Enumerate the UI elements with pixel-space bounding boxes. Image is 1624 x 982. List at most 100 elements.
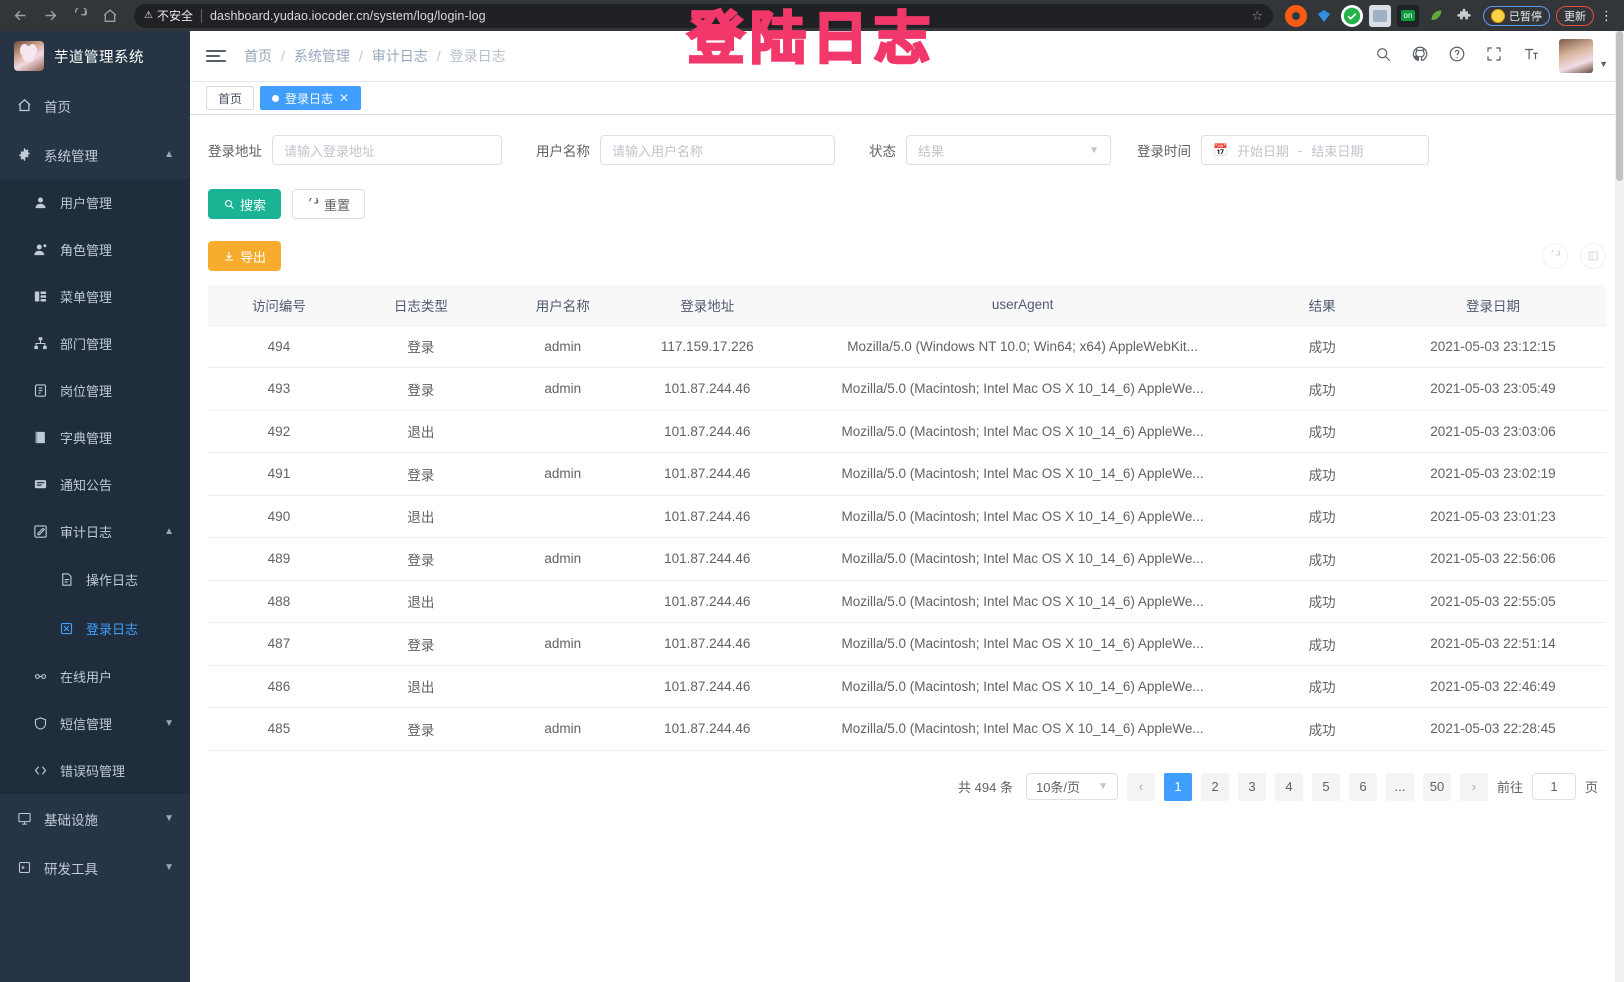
search-button[interactable]: 搜索 xyxy=(208,189,282,219)
sidebar-item-menus[interactable]: 菜单管理 xyxy=(0,273,190,320)
column-settings-icon[interactable] xyxy=(1580,243,1606,269)
puzzle-ext-icon[interactable] xyxy=(1453,5,1475,27)
sidebar-logo[interactable]: 芋道管理系统 xyxy=(0,31,190,81)
column-header-login-address[interactable]: 登录地址 xyxy=(633,285,781,326)
refresh-icon[interactable] xyxy=(1542,243,1568,269)
star-icon[interactable]: ☆ xyxy=(1251,7,1263,23)
pagination-page-50[interactable]: 50 xyxy=(1422,772,1451,801)
pagination-page-3[interactable]: 3 xyxy=(1237,772,1266,801)
reload-icon[interactable] xyxy=(66,2,94,30)
export-button[interactable]: 导出 xyxy=(208,241,282,271)
sidebar-item-error-code[interactable]: 错误码管理 xyxy=(0,747,190,794)
login-time-daterange[interactable]: 📅 开始日期 - 结束日期 xyxy=(1201,135,1429,165)
sidebar-item-home[interactable]: 首页 xyxy=(0,81,190,130)
pagination-page-6[interactable]: 6 xyxy=(1348,772,1377,801)
cell-user-agent: Mozilla/5.0 (Macintosh; Intel Mac OS X 1… xyxy=(780,452,1265,496)
cell-login-date: 2021-05-03 22:55:05 xyxy=(1379,580,1606,623)
cell-username: admin xyxy=(491,325,634,368)
table-row[interactable]: 487 登录 admin 101.87.244.46 Mozilla/5.0 (… xyxy=(208,622,1606,666)
login-address-input[interactable]: 请输入登录地址 xyxy=(272,135,502,165)
reset-button-label: 重置 xyxy=(324,197,351,213)
sidebar-item-online-users[interactable]: 在线用户 xyxy=(0,653,190,700)
font-size-icon[interactable] xyxy=(1522,45,1540,68)
sidebar-item-users[interactable]: 用户管理 xyxy=(0,179,190,226)
address-bar[interactable]: ⚠ 不安全 dashboard.yudao.iocoder.cn/system/… xyxy=(134,3,1273,28)
back-arrow-icon[interactable] xyxy=(6,2,34,30)
profile-paused-pill[interactable]: 已暂停 xyxy=(1483,5,1550,26)
pagination-jump-input[interactable]: 1 xyxy=(1531,773,1576,800)
blue-diamond-ext-icon[interactable] xyxy=(1313,5,1335,27)
chevron-down-icon[interactable]: ▼ xyxy=(1599,59,1608,69)
sidebar-item-roles[interactable]: 角色管理 xyxy=(0,226,190,273)
blue-badge-ext-icon[interactable] xyxy=(1369,4,1391,27)
table-row[interactable]: 485 登录 admin 101.87.244.46 Mozilla/5.0 (… xyxy=(208,707,1606,751)
pagination-page-5[interactable]: 5 xyxy=(1311,772,1340,801)
scrollbar-thumb[interactable] xyxy=(1616,31,1623,181)
hamburger-icon[interactable] xyxy=(206,50,226,62)
table-row[interactable]: 486 退出 101.87.244.46 Mozilla/5.0 (Macint… xyxy=(208,665,1606,708)
breadcrumb-item-system[interactable]: 系统管理 xyxy=(293,48,350,64)
breadcrumb-item-audit[interactable]: 审计日志 xyxy=(371,48,428,64)
forward-arrow-icon[interactable] xyxy=(36,2,64,30)
fullscreen-icon[interactable] xyxy=(1485,45,1503,68)
chevron-down-icon: ▼ xyxy=(164,718,174,729)
refresh-icon xyxy=(309,198,319,204)
pagination-prev-button[interactable]: ‹ xyxy=(1126,772,1155,801)
sidebar-submenu-system: 用户管理 角色管理 菜单管理 xyxy=(0,179,190,794)
table-row[interactable]: 494 登录 admin 117.159.17.226 Mozilla/5.0 … xyxy=(208,325,1606,368)
avatar[interactable] xyxy=(1559,39,1594,73)
column-header-user-agent[interactable]: userAgent xyxy=(780,285,1265,326)
sidebar-item-positions[interactable]: 岗位管理 xyxy=(0,367,190,414)
tab-home[interactable]: 首页 xyxy=(206,86,255,110)
home-icon[interactable] xyxy=(96,2,124,30)
github-icon[interactable] xyxy=(1411,45,1429,68)
table-row[interactable]: 488 退出 101.87.244.46 Mozilla/5.0 (Macint… xyxy=(208,580,1606,623)
reset-button[interactable]: 重置 xyxy=(292,189,366,219)
sidebar-item-dictionary[interactable]: 字典管理 xyxy=(0,414,190,461)
search-icon[interactable] xyxy=(1374,45,1392,68)
column-header-log-type[interactable]: 日志类型 xyxy=(349,285,492,326)
breadcrumb-item-home[interactable]: 首页 xyxy=(244,48,272,64)
table-row[interactable]: 491 登录 admin 101.87.244.46 Mozilla/5.0 (… xyxy=(208,452,1606,496)
login-doc-icon xyxy=(58,620,75,637)
tab-login-log[interactable]: 登录日志 ✕ xyxy=(260,86,362,110)
cell-login-date: 2021-05-03 23:03:06 xyxy=(1379,410,1606,453)
sidebar-item-operation-log[interactable]: 操作日志 xyxy=(0,555,190,604)
cell-log-type: 退出 xyxy=(349,580,492,623)
sidebar-item-departments[interactable]: 部门管理 xyxy=(0,320,190,367)
sidebar-item-infrastructure[interactable]: 基础设施 ▼ xyxy=(0,794,190,843)
column-header-login-date[interactable]: 登录日期 xyxy=(1379,285,1606,326)
status-select[interactable]: 结果 ▼ xyxy=(906,135,1111,165)
pagination-next-button[interactable]: › xyxy=(1459,772,1488,801)
table-row[interactable]: 489 登录 admin 101.87.244.46 Mozilla/5.0 (… xyxy=(208,537,1606,581)
page-size-select[interactable]: 10条/页 ▼ xyxy=(1025,773,1118,800)
close-icon[interactable]: ✕ xyxy=(339,91,350,105)
green-check-ext-icon[interactable] xyxy=(1341,4,1363,27)
table-row[interactable]: 493 登录 admin 101.87.244.46 Mozilla/5.0 (… xyxy=(208,367,1606,411)
cell-username: admin xyxy=(491,367,634,411)
pagination-page-4[interactable]: 4 xyxy=(1274,772,1303,801)
sidebar-item-system[interactable]: 系统管理 ▲ xyxy=(0,130,190,179)
on-switch-ext-icon[interactable]: on xyxy=(1397,4,1419,27)
sidebar-item-notice[interactable]: 通知公告 xyxy=(0,461,190,508)
pagination-page-1[interactable]: 1 xyxy=(1163,772,1192,801)
pagination-page-2[interactable]: 2 xyxy=(1200,772,1229,801)
orange-ring-ext-icon[interactable] xyxy=(1285,4,1307,27)
update-pill[interactable]: 更新 xyxy=(1556,5,1594,26)
pagination-jump-prefix: 前往 xyxy=(1496,780,1523,795)
table-row[interactable]: 492 退出 101.87.244.46 Mozilla/5.0 (Macint… xyxy=(208,410,1606,453)
column-header-result[interactable]: 结果 xyxy=(1264,285,1380,326)
username-input[interactable]: 请输入用户名称 xyxy=(600,135,835,165)
column-header-id[interactable]: 访问编号 xyxy=(208,285,350,326)
table-row[interactable]: 490 退出 101.87.244.46 Mozilla/5.0 (Macint… xyxy=(208,495,1606,538)
column-header-username[interactable]: 用户名称 xyxy=(491,285,634,326)
page-scrollbar[interactable] xyxy=(1615,31,1624,982)
sidebar-item-sms[interactable]: 短信管理 ▼ xyxy=(0,700,190,747)
green-leaf-ext-icon[interactable] xyxy=(1425,5,1447,27)
sidebar-item-audit-log[interactable]: 审计日志 ▲ xyxy=(0,508,190,555)
help-icon[interactable] xyxy=(1448,45,1466,68)
pagination-ellipsis[interactable]: ... xyxy=(1385,772,1414,801)
kebab-menu-icon[interactable]: ⋮ xyxy=(1600,7,1614,23)
sidebar-item-dev-tools[interactable]: 研发工具 ▼ xyxy=(0,843,190,892)
sidebar-item-login-log[interactable]: 登录日志 xyxy=(0,604,190,653)
